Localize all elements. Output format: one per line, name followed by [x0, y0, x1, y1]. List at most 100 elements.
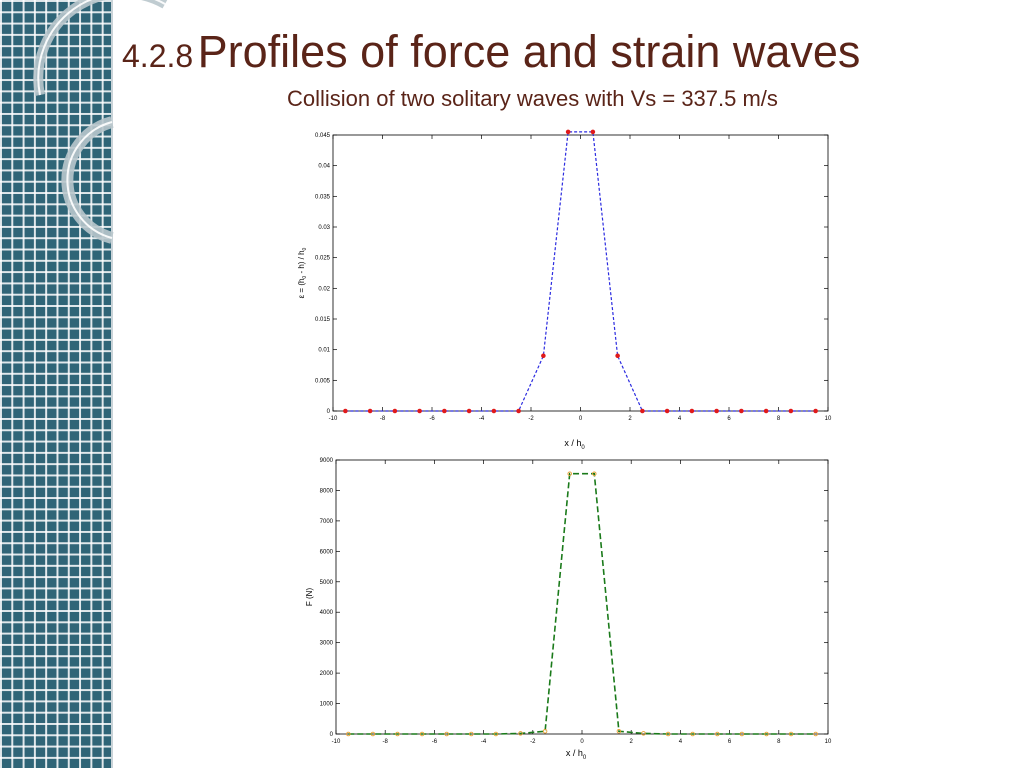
data-point [392, 408, 398, 414]
y-tick-label: 0.01 [318, 348, 330, 354]
y-tick-label: 2000 [320, 671, 334, 677]
y-tick-label: 0 [327, 409, 331, 415]
data-point [567, 471, 572, 476]
x-tick-label: 0 [580, 739, 584, 745]
data-point [442, 408, 447, 414]
y-axis-label: ε = (h0 - h) / h0 [297, 247, 308, 298]
data-point [343, 408, 348, 414]
data-point [641, 731, 646, 736]
data-point [444, 731, 449, 737]
page-subtitle: Collision of two solitary waves with Vs … [287, 86, 778, 111]
data-point [493, 731, 499, 737]
x-tick-label: 8 [777, 739, 781, 745]
data-point [518, 731, 523, 736]
y-axis-label-subscript: 0 [302, 276, 308, 279]
x-tick-label: -4 [481, 739, 487, 745]
data-point [715, 731, 720, 737]
data-point [690, 731, 695, 737]
data-point [491, 408, 497, 414]
y-tick-label: 0.035 [315, 194, 331, 200]
x-tick-label: -2 [528, 416, 534, 422]
x-tick-label: 2 [630, 739, 634, 745]
data-point [813, 731, 818, 737]
x-tick-label: -6 [432, 739, 438, 745]
y-tick-label: 0.015 [315, 317, 331, 323]
y-tick-label: 0.04 [318, 164, 330, 170]
y-tick-label: 0.005 [315, 378, 331, 384]
data-point [419, 731, 425, 737]
x-axis-label-subscript: 0 [583, 755, 587, 761]
x-tick-label: 10 [825, 739, 832, 745]
data-point [714, 408, 719, 414]
data-point [788, 408, 794, 414]
data-point [469, 731, 474, 737]
title-number: 4.2.8 [122, 38, 194, 74]
x-tick-label: 0 [579, 416, 583, 422]
data-point [395, 731, 400, 737]
x-tick-label: -10 [332, 739, 341, 745]
x-tick-label: -6 [429, 416, 435, 422]
page-title: 4.2.8 Profiles of force and strain waves [122, 26, 860, 78]
data-point [764, 731, 769, 737]
y-tick-label: 9000 [320, 458, 334, 464]
x-tick-label: -4 [479, 416, 485, 422]
y-axis-label: F (N) [305, 588, 314, 607]
y-tick-label: 1000 [320, 702, 334, 708]
x-tick-label: 4 [679, 739, 683, 745]
y-axis-label-middle: - h) / h [297, 250, 306, 275]
x-axis-label: x / h0 [566, 748, 587, 761]
data-point [590, 129, 596, 135]
x-tick-label: 4 [678, 416, 682, 422]
title-text: Profiles of force and strain waves [197, 26, 861, 77]
chart-2: -10 -8 -6 -4 -2 0 2 4 6 8 10 0 1000 2000 3000 4000 5000 6… [305, 458, 832, 761]
y-tick-label: 0 [330, 732, 334, 738]
data-point [665, 731, 671, 737]
data-point [640, 408, 645, 414]
x-tick-label: -8 [380, 416, 386, 422]
x-axis-label-subscript: 0 [581, 445, 585, 451]
data-point [370, 731, 376, 737]
y-tick-label: 5000 [320, 580, 334, 586]
y-tick-label: 3000 [320, 641, 334, 647]
data-point [689, 408, 695, 414]
data-point [516, 408, 521, 414]
y-tick-label: 0.03 [318, 225, 330, 231]
y-tick-label: 0.025 [315, 256, 331, 262]
x-tick-label: 8 [777, 416, 781, 422]
data-point [616, 729, 622, 734]
data-point [788, 731, 794, 737]
plot-frame [335, 459, 829, 735]
data-point [592, 471, 597, 476]
x-tick-label: 6 [727, 416, 731, 422]
data-point [664, 408, 670, 414]
series-line [345, 131, 816, 412]
y-tick-label: 7000 [320, 519, 334, 525]
x-tick-label: 6 [728, 739, 732, 745]
data-point [367, 408, 373, 414]
y-tick-label: 4000 [320, 610, 334, 616]
data-point [739, 408, 744, 414]
x-tick-label: 2 [628, 416, 632, 422]
x-tick-label: -2 [530, 739, 536, 745]
data-point [541, 353, 546, 359]
data-point [346, 731, 351, 737]
chart-1: -10 -8 -6 -4 -2 0 2 4 6 8 10 0 0.005 0.01 0.015 0.02 0.0… [297, 129, 832, 451]
y-tick-label: 0.02 [318, 286, 330, 292]
y-tick-label: 6000 [320, 549, 334, 555]
plot-frame [332, 134, 829, 412]
data-point [542, 729, 548, 734]
sidebar-edge [111, 0, 113, 768]
data-point [615, 353, 620, 359]
y-tick-label: 8000 [320, 488, 334, 494]
y-tick-label: 0.045 [315, 133, 331, 139]
x-axis-label: x / h0 [564, 438, 585, 451]
y-axis-label-subscript: 0 [302, 247, 308, 250]
data-point [466, 408, 472, 414]
x-tick-label: -8 [383, 739, 389, 745]
data-point [417, 408, 422, 414]
series-line [348, 472, 816, 735]
data-point [739, 731, 745, 737]
x-tick-label: -10 [329, 416, 338, 422]
data-point [565, 129, 571, 135]
